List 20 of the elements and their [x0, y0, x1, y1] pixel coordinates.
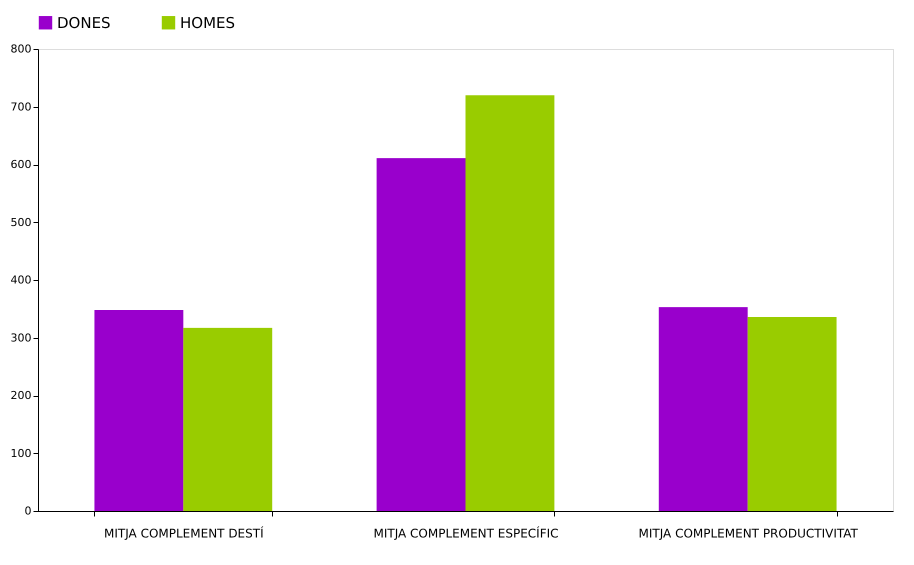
legend-label: HOMES [180, 14, 236, 32]
bar [748, 316, 837, 511]
y-tick-label: 800 [10, 42, 32, 56]
y-tick-label: 300 [10, 331, 32, 344]
y-tick-label: 700 [10, 100, 32, 114]
bar [94, 310, 184, 511]
y-tick-label: 0 [24, 504, 32, 518]
x-tick-label: MITJA COMPLEMENT ESPECÍFIC [373, 526, 559, 540]
bar [466, 95, 554, 511]
y-tick-label: 100 [10, 446, 32, 460]
y-tick-label: 600 [10, 158, 32, 171]
bar [376, 158, 466, 511]
x-tick-label: MITJA COMPLEMENT PRODUCTIVITAT [638, 526, 859, 540]
y-tick-label: 200 [10, 389, 32, 402]
y-tick-label: 500 [10, 216, 32, 229]
legend-label: DONES [57, 14, 111, 32]
bar [183, 328, 272, 511]
x-tick-label: MITJA COMPLEMENT DESTÍ [104, 526, 264, 540]
bar [658, 307, 748, 511]
y-tick-label: 400 [10, 274, 32, 286]
